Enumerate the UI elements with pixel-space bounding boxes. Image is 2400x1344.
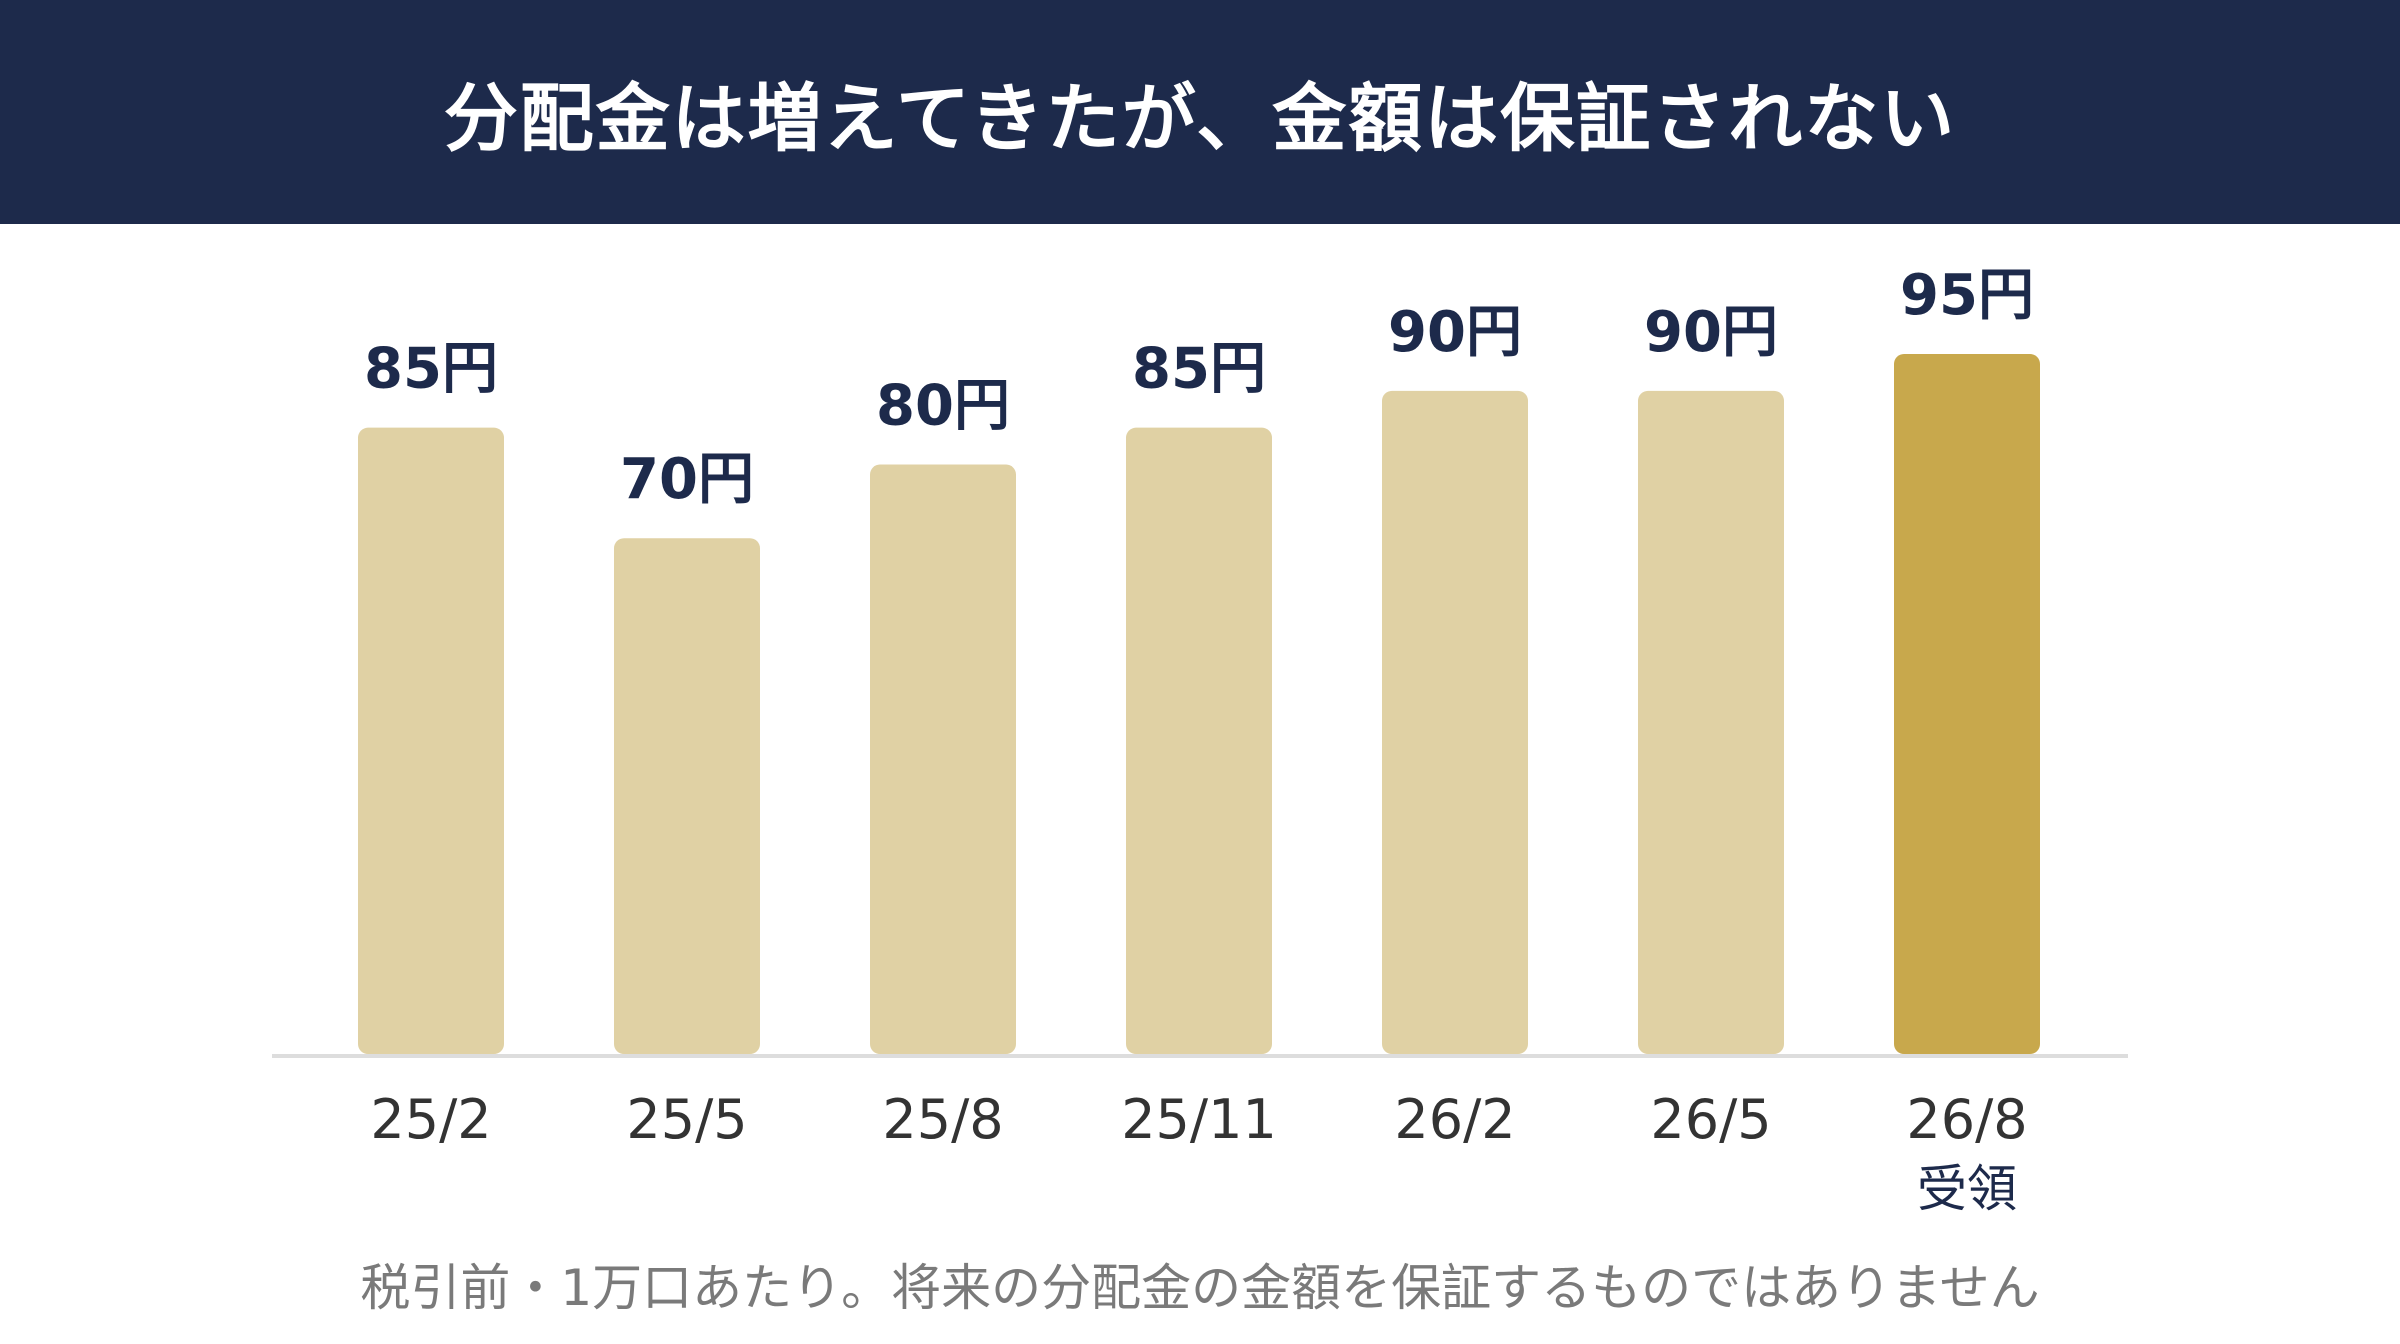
bar-25-5 bbox=[614, 538, 760, 1054]
bar-26-2 bbox=[1382, 390, 1528, 1054]
footnote: 税引前・1万口あたり。将来の分配金の金額を保証するものではありません bbox=[360, 1259, 2040, 1317]
x-tick-label: 26/8 bbox=[1906, 1088, 2027, 1151]
data-label: 95円 bbox=[1900, 263, 2034, 328]
data-label: 90円 bbox=[1644, 300, 1778, 365]
data-label: 90円 bbox=[1388, 300, 1522, 365]
bar-25-8 bbox=[870, 464, 1016, 1054]
x-tick-label: 25/8 bbox=[882, 1088, 1003, 1151]
data-label: 85円 bbox=[1132, 337, 1266, 402]
x-tick-sublabel: 受領 bbox=[1917, 1160, 2017, 1218]
bar-26-8 bbox=[1894, 354, 2040, 1054]
x-tick-label: 25/5 bbox=[626, 1088, 747, 1151]
title-bar: 分配金は増えてきたが、金額は保証されない bbox=[0, 0, 2400, 224]
bar-25-2 bbox=[358, 427, 504, 1054]
x-tick-label: 25/11 bbox=[1121, 1088, 1277, 1151]
data-label: 70円 bbox=[620, 447, 754, 512]
x-tick-label: 25/2 bbox=[370, 1088, 491, 1151]
data-label: 80円 bbox=[876, 374, 1010, 439]
bar-25-11 bbox=[1126, 427, 1272, 1054]
bar-26-5 bbox=[1638, 390, 1784, 1054]
chart-title: 分配金は増えてきたが、金額は保証されない bbox=[443, 75, 1957, 162]
data-label: 85円 bbox=[364, 337, 498, 402]
x-tick-label: 26/5 bbox=[1650, 1088, 1771, 1151]
x-tick-label: 26/2 bbox=[1394, 1088, 1515, 1151]
